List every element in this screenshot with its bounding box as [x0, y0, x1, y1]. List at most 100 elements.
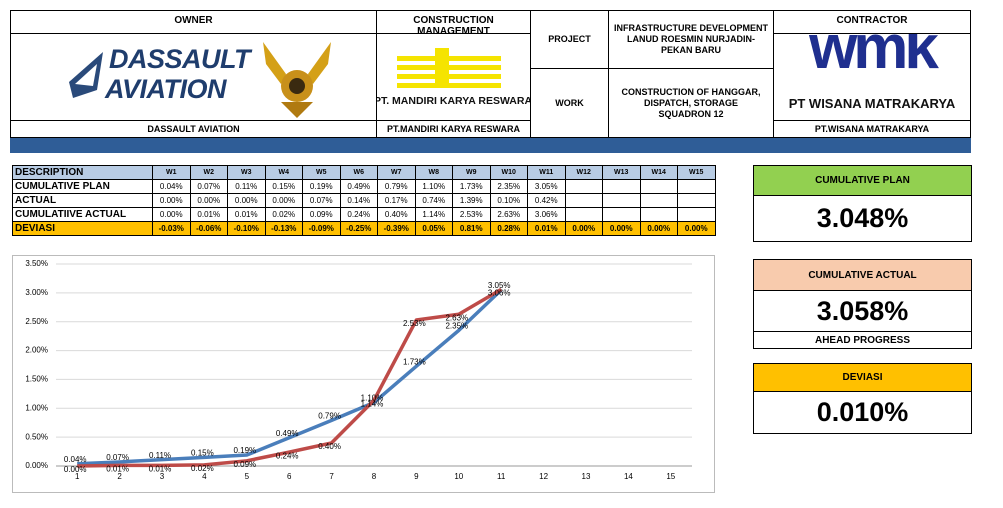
cell: 1.10%: [414, 179, 453, 194]
data-label: 0.11%: [149, 451, 171, 460]
contractor-logo: wmk PT WISANA MATRAKARYA: [789, 34, 956, 111]
cell: 0.49%: [339, 179, 378, 194]
cell: 0.00%: [264, 193, 303, 208]
cell: 0.42%: [527, 193, 566, 208]
cell: 1.14%: [414, 207, 453, 222]
cell: 0.14%: [339, 193, 378, 208]
y-tick-label: 3.00%: [25, 288, 48, 297]
cm-logo-text: PT. MANDIRI KARYA RESWARA: [377, 95, 530, 107]
row-label: ACTUAL: [12, 193, 153, 208]
cell: 1.73%: [452, 179, 491, 194]
data-label: 0.79%: [318, 412, 341, 421]
cell: [677, 193, 716, 208]
owner-name: DASSAULT AVIATION: [10, 120, 377, 138]
cell: [602, 207, 641, 222]
project-text: INFRASTRUCTURE DEVELOPMENT LANUD ROESMIN…: [608, 10, 774, 69]
work-text: CONSTRUCTION OF HANGGAR, DISPATCH, STORA…: [608, 68, 774, 138]
cell: W8: [414, 165, 453, 180]
data-label: 2.53%: [403, 319, 426, 328]
data-label: 0.00%: [64, 465, 87, 474]
data-label: 0.07%: [106, 453, 129, 462]
cell: 0.01%: [527, 221, 566, 236]
contractor-logo-text: PT WISANA MATRAKARYA: [789, 96, 956, 111]
cell: [677, 207, 716, 222]
y-tick-label: 1.50%: [25, 375, 48, 384]
cell: W2: [189, 165, 228, 180]
cell: 0.40%: [377, 207, 416, 222]
cell: 0.28%: [489, 221, 528, 236]
cell: 0.00%: [227, 193, 266, 208]
y-tick-label: 3.50%: [25, 259, 48, 268]
cell: 3.06%: [527, 207, 566, 222]
cell: [602, 179, 641, 194]
cell: 0.00%: [152, 207, 191, 222]
data-label: 0.01%: [106, 465, 129, 474]
x-tick-label: 13: [582, 472, 591, 481]
cell: 3.05%: [527, 179, 566, 194]
progress-chart: 0.00% 0.50% 1.00% 1.50% 2.00% 2.50% 3.00% 3.50%…: [12, 255, 715, 493]
cell: 0.10%: [489, 193, 528, 208]
cell: -0.09%: [302, 221, 341, 236]
x-tick-label: 3: [160, 472, 165, 481]
cell: W7: [377, 165, 416, 180]
summary-label: CUMULATIVE PLAN: [753, 165, 972, 196]
cell: 0.01%: [189, 207, 228, 222]
summary-note: AHEAD PROGRESS: [753, 331, 972, 349]
cell: [639, 207, 678, 222]
work-label: WORK: [530, 68, 609, 138]
x-tick-label: 11: [497, 472, 506, 481]
cell: W15: [677, 165, 716, 180]
project-label: PROJECT: [530, 10, 609, 69]
y-tick-label: 2.50%: [25, 317, 48, 326]
x-tick-label: 5: [245, 472, 250, 481]
y-tick-label: 0.50%: [25, 432, 48, 441]
owner-logos: DASSAULT AVIATION: [69, 42, 331, 118]
contractor-logo-mark: wmk: [808, 34, 939, 82]
cell: -0.03%: [152, 221, 191, 236]
x-tick-label: 12: [539, 472, 548, 481]
cell: W3: [227, 165, 266, 180]
cell: [564, 179, 603, 194]
cell: W5: [302, 165, 341, 180]
cell: 0.00%: [639, 221, 678, 236]
table-row: DESCRIPTION W1 W2 W3 W4 W5 W6 W7 W8 W9 W10 W11 W12 W1…: [12, 165, 716, 180]
cell: 0.00%: [152, 193, 191, 208]
cell: 0.11%: [227, 179, 266, 194]
data-label: 1.14%: [361, 399, 384, 408]
cell: -0.39%: [377, 221, 416, 236]
x-tick-label: 6: [287, 472, 292, 481]
x-tick-label: 8: [372, 472, 377, 481]
cm-label: CONSTRUCTION MANAGEMENT: [376, 10, 531, 37]
row-label: CUMULATIIVE ACTUAL: [12, 207, 153, 222]
table-row: DEVIASI -0.03% -0.06% -0.10% -0.13% -0.09% -0.…: [12, 221, 716, 236]
y-tick-label: 1.00%: [25, 403, 48, 412]
progress-table: DESCRIPTION W1 W2 W3 W4 W5 W6 W7 W8 W9 W10 W11 W12 W1…: [12, 165, 716, 236]
y-tick-label: 0.00%: [25, 461, 48, 470]
cell: 2.53%: [452, 207, 491, 222]
cell: W1: [152, 165, 191, 180]
cell: W14: [639, 165, 678, 180]
cell: [639, 179, 678, 194]
cell: 0.24%: [339, 207, 378, 222]
x-tick-label: 10: [454, 472, 463, 481]
cell: W6: [339, 165, 378, 180]
x-tick-label: 14: [624, 472, 633, 481]
x-tick-label: 9: [414, 472, 419, 481]
cell: [602, 193, 641, 208]
series-line: [77, 287, 503, 468]
data-label: 0.40%: [318, 442, 341, 451]
x-tick-label: 4: [202, 472, 207, 481]
cell: 0.00%: [602, 221, 641, 236]
contractor-label: CONTRACTOR: [773, 10, 971, 34]
cell: [677, 179, 716, 194]
cell: 0.19%: [302, 179, 341, 194]
cell: 0.00%: [677, 221, 716, 236]
cell: [564, 193, 603, 208]
cell: 2.63%: [489, 207, 528, 222]
cell: 0.02%: [264, 207, 303, 222]
cm-logo: PT. MANDIRI KARYA RESWARA: [377, 48, 530, 107]
data-label: 2.35%: [445, 321, 468, 330]
data-label: 0.19%: [233, 446, 256, 455]
data-label: 2.63%: [445, 313, 468, 322]
row-label: CUMULATIVE PLAN: [12, 179, 153, 194]
